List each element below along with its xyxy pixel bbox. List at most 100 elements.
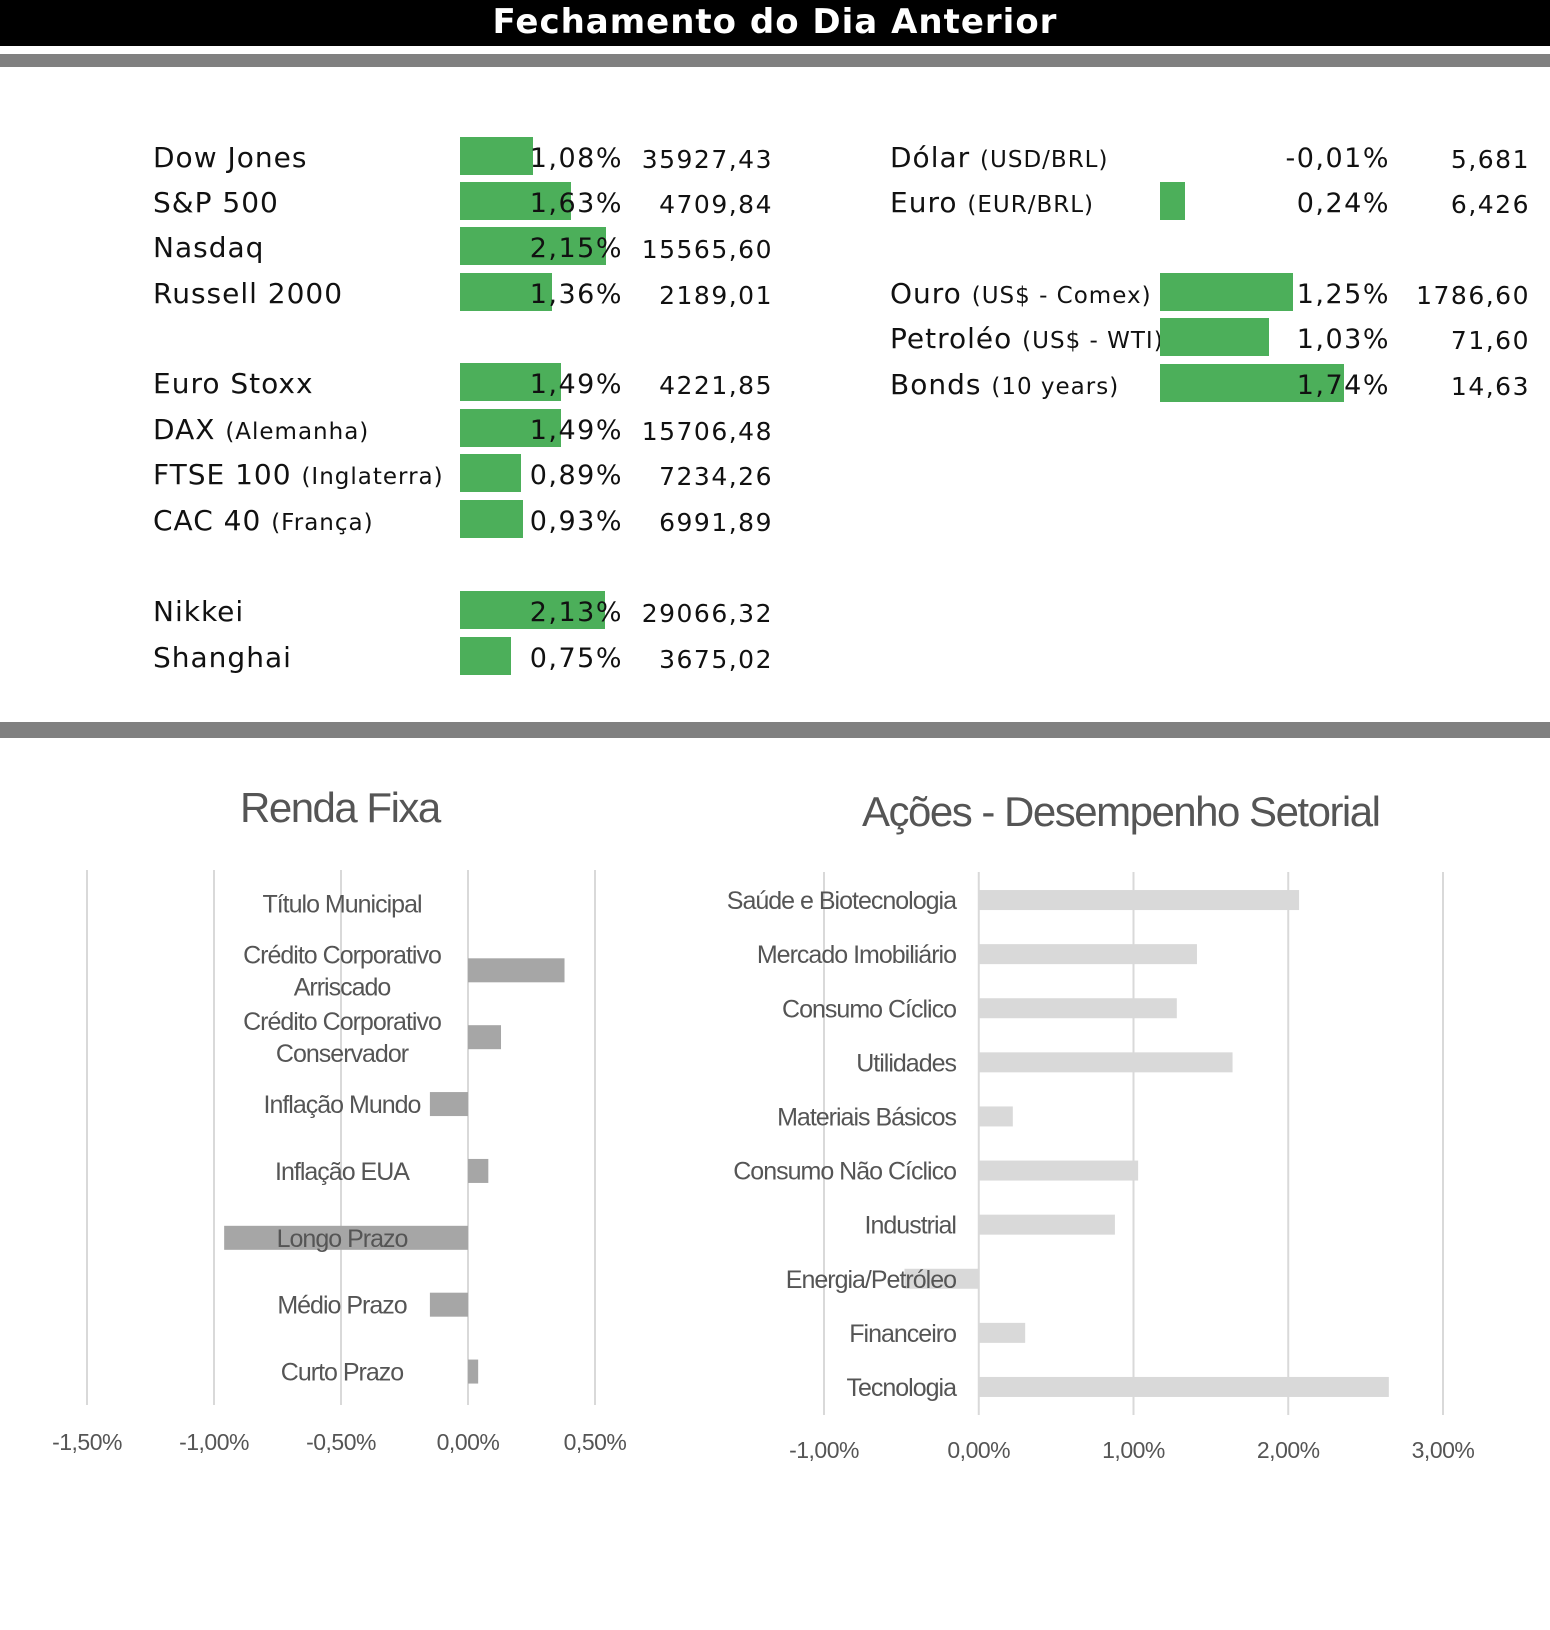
market-row-euro-stoxx: Euro Stoxx 1,49% 4221,85	[153, 363, 773, 403]
change-bar	[460, 591, 605, 629]
market-name-label: Russell 2000	[153, 277, 344, 310]
market-name-label: DAX	[153, 413, 216, 446]
market-name-label: S&P 500	[153, 186, 279, 219]
change-bar	[1160, 318, 1270, 356]
market-name: Petroléo (US$ - WTI)	[890, 322, 1164, 355]
market-row-dax: DAX (Alemanha) 1,49% 15706,48	[153, 409, 773, 449]
market-row-ftse-100: FTSE 100 (Inglaterra) 0,89% 7234,26	[153, 454, 773, 494]
market-row-s-p-500: S&P 500 1,63% 4709,84	[153, 182, 773, 222]
category-label: Mercado Imobiliário	[757, 941, 956, 969]
change-percent: 1,08%	[529, 143, 623, 174]
bar-mercado-imobiliario	[978, 944, 1197, 965]
category-label: Crédito Corporativo Arriscado	[243, 941, 441, 1001]
change-bar	[460, 363, 562, 401]
change-percent: 1,63%	[529, 188, 623, 219]
market-name-label: Ouro	[890, 277, 962, 310]
change-percent: 0,24%	[1296, 188, 1390, 219]
category-label: Consumo Cíclico	[782, 995, 956, 1023]
change-bar	[460, 409, 562, 447]
close-value: 5,681	[1450, 145, 1530, 174]
bar-credito-corporativo-conservador	[468, 1025, 502, 1050]
change-bar	[460, 227, 607, 265]
market-name-sub: (US$ - WTI)	[1022, 328, 1164, 354]
middle-divider	[0, 722, 1550, 738]
change-bar	[460, 137, 534, 175]
category-label: Médio Prazo	[277, 1292, 406, 1320]
market-name: FTSE 100 (Inglaterra)	[153, 458, 444, 491]
market-name: Nasdaq	[153, 231, 264, 264]
market-row-petroleo: Petroléo (US$ - WTI) 1,03% 71,60	[890, 318, 1530, 358]
x-tick-label: 0,00%	[437, 1429, 500, 1455]
market-name-label: Euro	[890, 186, 958, 219]
setorial-title: Ações - Desempenho Setorial	[862, 788, 1381, 835]
category-label: Industrial	[865, 1212, 956, 1240]
market-name-sub: (US$ - Comex)	[971, 283, 1152, 309]
bar-inflacao-mundo	[429, 1092, 468, 1117]
change-bar	[1160, 182, 1186, 220]
x-tick-label: -0,50%	[306, 1429, 376, 1455]
market-name-label: Nikkei	[153, 595, 245, 628]
x-tick-label: 0,50%	[564, 1429, 627, 1455]
change-percent: 0,89%	[529, 460, 623, 491]
x-tick-label: 0,00%	[947, 1437, 1010, 1463]
category-label: Saúde e Biotecnologia	[727, 887, 957, 915]
x-tick-label: 3,00%	[1412, 1437, 1475, 1463]
market-name-label: Dow Jones	[153, 141, 308, 174]
bar-industrial	[978, 1214, 1115, 1235]
category-label: Consumo Não Cíclico	[733, 1158, 956, 1186]
market-name: Dólar (USD/BRL)	[890, 141, 1108, 174]
change-bar	[1160, 273, 1293, 311]
market-row-nasdaq: Nasdaq 2,15% 15565,60	[153, 227, 773, 267]
change-percent: 2,15%	[529, 233, 623, 264]
close-value: 3675,02	[659, 645, 773, 674]
close-value: 4221,85	[659, 371, 773, 400]
change-bar	[460, 454, 521, 492]
market-name: Bonds (10 years)	[890, 368, 1119, 401]
close-value: 1786,60	[1416, 281, 1530, 310]
market-row-shanghai: Shanghai 0,75% 3675,02	[153, 637, 773, 677]
market-row-nikkei: Nikkei 2,13% 29066,32	[153, 591, 773, 631]
bar-inflacao-eua	[468, 1158, 489, 1183]
category-label: Inflação EUA	[275, 1158, 410, 1186]
market-name-label: Petroléo	[890, 322, 1013, 355]
category-label: Energia/Petróleo	[786, 1266, 956, 1294]
change-bar	[1160, 364, 1345, 402]
bar-medio-prazo	[429, 1292, 468, 1317]
change-percent: 1,03%	[1296, 324, 1390, 355]
close-value: 29066,32	[641, 599, 773, 628]
market-name-sub: (EUR/BRL)	[967, 192, 1094, 218]
change-percent: 1,36%	[529, 279, 623, 310]
market-name: Shanghai	[153, 641, 292, 674]
change-bar	[460, 500, 524, 538]
market-row-bonds: Bonds (10 years) 1,74% 14,63	[890, 364, 1530, 404]
setorial-chart: -1,00% 0,00% 1,00% 2,00% 3,00% Saúde e Biotec…	[727, 872, 1475, 1463]
change-bar	[460, 182, 571, 220]
category-label: Título Municipal	[262, 890, 421, 918]
market-name-label: Bonds	[890, 368, 982, 401]
market-row-cac-40: CAC 40 (França) 0,93% 6991,89	[153, 500, 773, 540]
close-value: 2189,01	[659, 281, 773, 310]
market-name: S&P 500	[153, 186, 279, 219]
market-name: DAX (Alemanha)	[153, 413, 369, 446]
bar-tecnologia	[978, 1376, 1389, 1397]
market-name-sub: (França)	[271, 510, 374, 536]
category-label: Crédito Corporativo Conservador	[243, 1008, 441, 1068]
bar-curto-prazo	[468, 1359, 479, 1384]
change-percent: 0,93%	[529, 506, 623, 537]
market-row-russell-2000: Russell 2000 1,36% 2189,01	[153, 273, 773, 313]
close-value: 6991,89	[659, 508, 773, 537]
change-percent: 1,49%	[529, 415, 623, 446]
change-bar	[460, 637, 511, 675]
market-name-sub: (10 years)	[991, 374, 1120, 400]
market-name-label: Euro Stoxx	[153, 367, 314, 400]
bar-credito-corporativo-arriscado	[468, 958, 565, 983]
category-label: Financeiro	[849, 1320, 956, 1348]
change-percent: -0,01%	[1285, 143, 1390, 174]
bar-consumo-ciclico	[978, 998, 1177, 1019]
market-row-ouro: Ouro (US$ - Comex) 1,25% 1786,60	[890, 273, 1530, 313]
market-name: Euro (EUR/BRL)	[890, 186, 1094, 219]
market-name-label: CAC 40	[153, 504, 262, 537]
market-name-label: FTSE 100	[153, 458, 292, 491]
category-label: Inflação Mundo	[264, 1091, 421, 1119]
bar-saude-e-biotecnologia	[978, 890, 1300, 911]
